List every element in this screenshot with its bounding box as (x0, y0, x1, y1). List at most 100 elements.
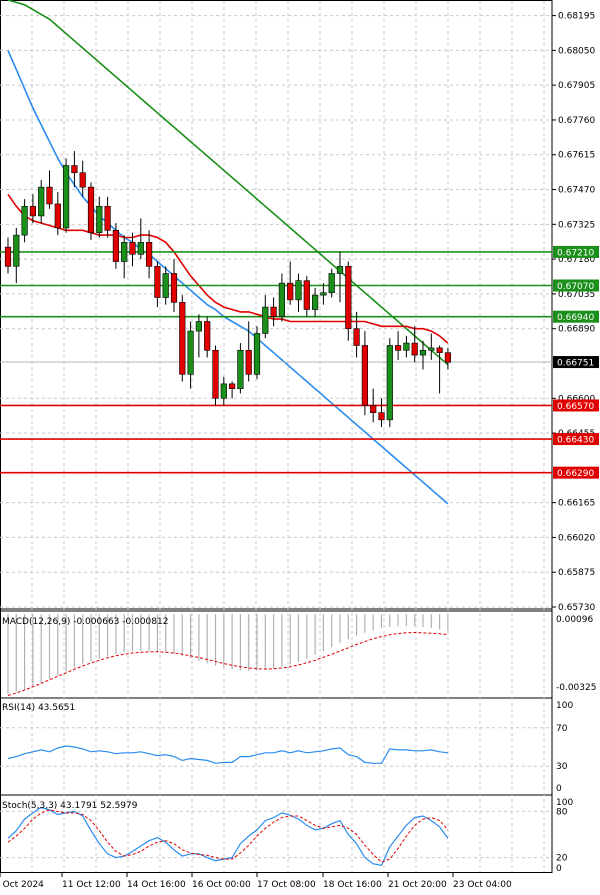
candle-body (403, 342, 410, 351)
time-axis-label: 14 Oct 16:00 (127, 880, 186, 890)
price-tick-label: 0.67615 (558, 151, 595, 161)
candle-body (270, 306, 277, 317)
candle-body (162, 273, 169, 298)
rsi-title: RSI(14) 43.5651 (2, 703, 75, 713)
price-tick-label: 0.68050 (558, 46, 595, 56)
price-tick-label: 0.68195 (558, 12, 595, 22)
level-price-tag: 0.66940 (557, 313, 594, 323)
candle-body (287, 282, 294, 301)
macd-signal-line (7, 631, 448, 696)
candle-body (62, 165, 70, 229)
rsi-tick-label: 0 (556, 784, 562, 794)
level-price-tag-bg (553, 279, 599, 292)
level-price-tag-bg (553, 466, 599, 479)
candle-body (303, 280, 310, 310)
level-price-tag-bg (553, 310, 599, 323)
candle-body (378, 412, 385, 421)
candle-body (46, 186, 53, 205)
candle-body (71, 165, 78, 174)
candle-body (146, 242, 153, 267)
candle-body (386, 345, 393, 421)
stoch-tick-label: 20 (556, 854, 568, 864)
candle-body (204, 321, 211, 351)
candle-body (245, 349, 252, 375)
chart-frame (0, 0, 553, 873)
price-tick-label: 0.67905 (558, 81, 595, 91)
time-axis-label: 11 Oct 12:00 (62, 880, 121, 890)
rsi-tick-label: 100 (556, 701, 573, 711)
fast-moving-average-line (7, 193, 449, 344)
price-tick-label: 0.65730 (558, 603, 595, 613)
stoch-tick-label: 80 (556, 807, 568, 817)
candle-body (54, 203, 61, 229)
price-tick-label: 0.67325 (558, 220, 595, 230)
rsi-tick-label: 70 (556, 724, 568, 734)
time-axis-label: 18 Oct 16:00 (323, 880, 382, 890)
candle-body (137, 242, 144, 255)
current-price-tag-bg (553, 356, 599, 369)
price-tick-label: 0.67035 (558, 290, 595, 300)
level-price-tag-bg (553, 245, 599, 258)
candle-body (229, 383, 236, 389)
medium-moving-average-line (7, 50, 449, 505)
candle-body (237, 349, 244, 389)
level-price-tag: 0.66570 (557, 402, 594, 412)
candle-body (104, 206, 111, 231)
time-axis-label: 0 Oct 2024 (0, 880, 44, 890)
macd-tick-label: -0.00325 (556, 683, 596, 693)
slow-moving-average-line (7, 0, 449, 366)
price-tick-label: 0.66600 (558, 394, 595, 404)
candle-body (13, 234, 20, 267)
candle-body (87, 186, 95, 234)
candle-body (121, 242, 128, 262)
candle-body (253, 333, 261, 375)
candle-body (394, 345, 402, 351)
stoch-main-line (7, 806, 449, 866)
candle-body (79, 172, 86, 188)
level-price-tag: 0.67210 (557, 248, 594, 258)
candle-body (29, 206, 37, 217)
candle-body (428, 347, 435, 351)
price-tick-label: 0.66890 (558, 325, 595, 335)
candle-body (187, 330, 194, 375)
rsi-line (7, 745, 448, 764)
candle-body (38, 186, 45, 217)
candle-body (295, 280, 302, 301)
time-axis-label: 16 Oct 00:00 (192, 880, 251, 890)
price-tick-label: 0.67760 (558, 116, 595, 126)
candle-body (311, 294, 319, 310)
candle-body (96, 206, 103, 234)
candle-body (328, 273, 335, 294)
time-axis-label: 23 Oct 04:00 (453, 880, 512, 890)
stoch-title: Stoch(5,3,3) 43.1791 52.5979 (2, 801, 138, 811)
candle-body (320, 292, 327, 296)
price-tick-label: 0.67180 (558, 255, 595, 265)
time-axis-label: 21 Oct 20:00 (388, 880, 447, 890)
candle-body (129, 242, 136, 255)
candle-body (436, 347, 443, 353)
candle-body (262, 306, 269, 334)
candle-body (361, 345, 369, 406)
candle-body (170, 273, 178, 303)
level-price-tag: 0.66290 (557, 469, 594, 479)
candle-body (278, 282, 286, 317)
level-price-tag: 0.67070 (557, 282, 594, 292)
candle-body (212, 349, 219, 399)
candle-body (179, 302, 186, 375)
level-price-tag-bg (553, 433, 599, 446)
stoch-tick-label: 100 (556, 798, 573, 808)
candle-body (411, 342, 418, 356)
stoch-tick-label: 0 (556, 864, 562, 874)
candle-body (336, 266, 344, 274)
rsi-tick-label: 30 (556, 762, 568, 772)
candle-body (419, 349, 427, 356)
time-axis-label: 17 Oct 08:00 (257, 880, 316, 890)
candle-body (21, 206, 28, 236)
candle-body (370, 405, 377, 413)
price-tick-label: 0.67470 (558, 186, 595, 196)
stoch-signal-line (7, 809, 449, 863)
candle-body (112, 230, 119, 262)
level-price-tag: 0.66430 (557, 436, 594, 446)
